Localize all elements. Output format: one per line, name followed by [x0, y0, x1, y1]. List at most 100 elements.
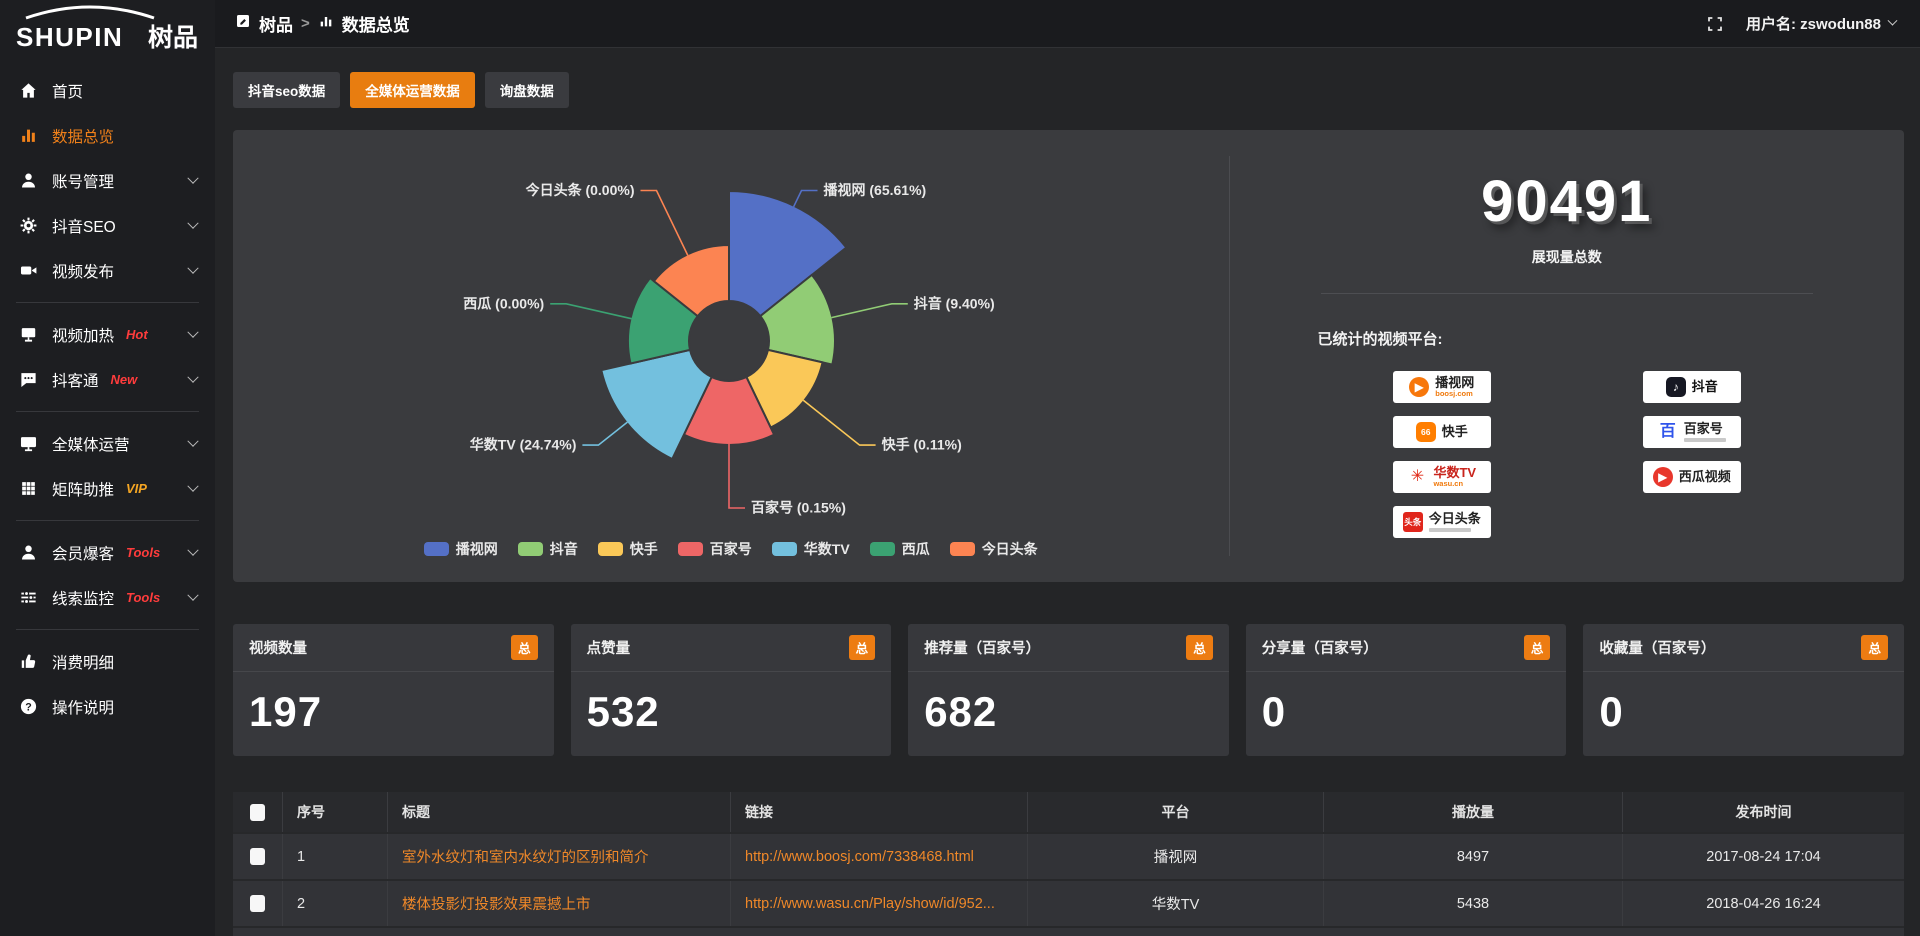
sidebar-item-account-management[interactable]: 账号管理 — [0, 158, 215, 203]
chevron-down-icon — [187, 217, 199, 229]
video-table: 序号 标题 链接 平台 播放量 发布时间 1 室外水纹灯和室内水纹灯的区别和简介 h… — [233, 792, 1904, 936]
sidebar-divider — [16, 629, 199, 630]
cell-platform: 华数TV — [1028, 881, 1324, 926]
pie-slice-4[interactable] — [599, 348, 713, 461]
total-impressions-label: 展现量总数 — [1531, 249, 1602, 265]
sidebar-item-home[interactable]: 首页 — [0, 68, 215, 113]
legend-item-0[interactable]: 播视网 — [423, 539, 498, 559]
chevron-down-icon — [187, 371, 199, 383]
sidebar-item-video-heat[interactable]: 视频加热 Hot — [0, 312, 215, 357]
label-leader-line — [792, 189, 818, 208]
topbar: 树品 > 数据总览 用户名: zswodun88 — [215, 0, 1920, 48]
kuaishou-icon: 66 — [1415, 422, 1436, 442]
col-title: 标题 — [388, 792, 731, 832]
platforms-title: 已统计的视频平台: — [1317, 331, 1443, 348]
select-all-checkbox[interactable] — [250, 803, 265, 821]
pie-slice-1[interactable] — [758, 273, 836, 366]
cell-link[interactable]: http://www.wasu.cn/Play/show/id/952... — [731, 881, 1028, 926]
summary-divider — [1320, 293, 1813, 294]
breadcrumb-item-data-overview[interactable]: 数据总览 — [318, 11, 410, 36]
thumb-icon — [18, 652, 38, 672]
stat-cards: 视频数量总 197 点赞量总 532 推荐量（百家号）总 682 分享量（百家号）总 0 收藏量… — [233, 624, 1904, 756]
legend-item-3[interactable]: 百家号 — [677, 539, 752, 559]
legend-swatch — [771, 542, 797, 556]
cell-title[interactable]: 室外水纹灯和室内水纹灯的区别和简介 — [388, 834, 731, 879]
sidebar-item-member-baoke[interactable]: 会员爆客 Tools — [0, 530, 215, 575]
sidebar-item-matrix-boost[interactable]: 矩阵助推 VIP — [0, 466, 215, 511]
sidebar: SHUPIN 树品 首页 数据总览 账号管理抖音SEO 视频发布视频加热 Hot 抖客通 N… — [0, 0, 215, 936]
user-menu[interactable]: 用户名: zswodun88 — [1746, 13, 1898, 34]
svg-text:树品: 树品 — [148, 24, 198, 52]
stat-card-value: 682 — [924, 688, 998, 735]
sidebar-divider — [16, 302, 199, 303]
table-header-row: 序号 标题 链接 平台 播放量 发布时间 — [233, 792, 1904, 832]
cell-checkbox — [233, 834, 283, 879]
sidebar-item-douketong[interactable]: 抖客通 New — [0, 357, 215, 402]
legend-label: 抖音 — [549, 541, 578, 557]
sliders-icon — [18, 588, 38, 608]
pie-slice-6[interactable] — [652, 243, 730, 318]
legend-item-1[interactable]: 抖音 — [517, 539, 578, 559]
sidebar-item-spend-detail[interactable]: 消费明细 — [0, 639, 215, 684]
total-badge: 总 — [1861, 635, 1888, 660]
legend-swatch — [423, 542, 449, 556]
sidebar-item-lead-monitor[interactable]: 线索监控 Tools — [0, 575, 215, 620]
legend-label: 百家号 — [709, 541, 752, 557]
sidebar-item-data-overview[interactable]: 数据总览 — [0, 113, 215, 158]
platform-badge-kuaishou: 66 快手 — [1392, 416, 1491, 448]
pie-slice-0[interactable] — [727, 189, 848, 318]
main-area: 树品 > 数据总览 用户名: zswodun88 抖音seo数据 全媒体运营数据询… — [215, 0, 1920, 936]
stat-card-2: 推荐量（百家号） 总 682 — [908, 624, 1229, 756]
platform-badge-text: 西瓜视频 — [1679, 470, 1731, 484]
platform-name: 华数TV — [1433, 465, 1477, 481]
legend-item-6[interactable]: 今日头条 — [949, 539, 1038, 559]
row-checkbox[interactable] — [250, 848, 265, 865]
legend-item-4[interactable]: 华数TV — [771, 539, 850, 559]
total-badge: 总 — [1186, 635, 1213, 660]
sidebar-item-video-publish[interactable]: 视频发布 — [0, 248, 215, 293]
total-impressions-value: 90491 — [1481, 169, 1653, 234]
fullscreen-icon[interactable] — [1706, 15, 1724, 33]
legend-swatch — [869, 542, 895, 556]
table-row-1: 1 室外水纹灯和室内水纹灯的区别和简介 http://www.boosj.com/7… — [233, 832, 1904, 879]
stat-card-label: 视频数量 — [249, 641, 307, 657]
svg-text:?: ? — [25, 701, 32, 713]
tab-2[interactable]: 询盘数据 — [484, 72, 569, 108]
row-checkbox[interactable] — [250, 895, 265, 912]
platform-name: 抖音 — [1691, 379, 1718, 395]
cell-link[interactable]: http://www.boosj.com/7338468.html — [731, 834, 1028, 879]
sidebar-item-tag: New — [110, 372, 138, 387]
stat-card-0: 视频数量 总 197 — [233, 624, 554, 756]
platform-badge-baijiahao: 百百家号 — [1642, 416, 1741, 448]
content: 抖音seo数据 全媒体运营数据 询盘数据 播视网 (65.61%) 抖音 (9.40%… — [215, 48, 1920, 936]
label-leader-line — [549, 303, 632, 320]
sidebar-item-label: 抖音SEO — [52, 218, 116, 236]
platform-name: 西瓜视频 — [1678, 469, 1731, 485]
cell-title[interactable]: 楼体投影灯投影效果震撼上市 — [388, 881, 731, 926]
platform-name: 百家号 — [1683, 421, 1723, 437]
toutiao-icon: 头条 — [1402, 512, 1423, 532]
grid-icon — [18, 479, 38, 499]
sidebar-item-omni-media[interactable]: 全媒体运营 — [0, 421, 215, 466]
table-body: 1 室外水纹灯和室内水纹灯的区别和简介 http://www.boosj.com/7… — [233, 832, 1904, 926]
pie-label: 抖音 (9.40%) — [914, 295, 995, 311]
legend-item-2[interactable]: 快手 — [597, 539, 658, 559]
sidebar-item-douyin-seo[interactable]: 抖音SEO — [0, 203, 215, 248]
tab-0[interactable]: 抖音seo数据 — [233, 72, 341, 108]
sidebar-item-label: 线索监控 — [52, 590, 115, 608]
sidebar-item-help[interactable]: ? 操作说明 — [0, 684, 215, 729]
platform-badge-text: 快手 — [1442, 425, 1468, 439]
platform-column-1: ♪ 抖音百百家号 ▶ 西瓜视频 — [1642, 371, 1741, 538]
app-logo: SHUPIN 树品 — [0, 0, 215, 58]
col-no: 序号 — [283, 792, 388, 832]
breadcrumb-label: 数据总览 — [341, 16, 410, 35]
sidebar-item-tag: Tools — [126, 545, 161, 560]
tab-1[interactable]: 全媒体运营数据 — [350, 72, 475, 108]
pie-slice-5[interactable] — [626, 276, 699, 365]
breadcrumb-item-shupin[interactable]: 树品 — [235, 11, 293, 36]
chevron-down-icon — [187, 262, 199, 274]
stat-card-4: 收藏量（百家号） 总 0 — [1583, 624, 1904, 756]
stat-card-3: 分享量（百家号） 总 0 — [1245, 624, 1567, 756]
shupin-logo-icon: SHUPIN 树品 — [16, 5, 198, 52]
legend-item-5[interactable]: 西瓜 — [869, 539, 930, 559]
